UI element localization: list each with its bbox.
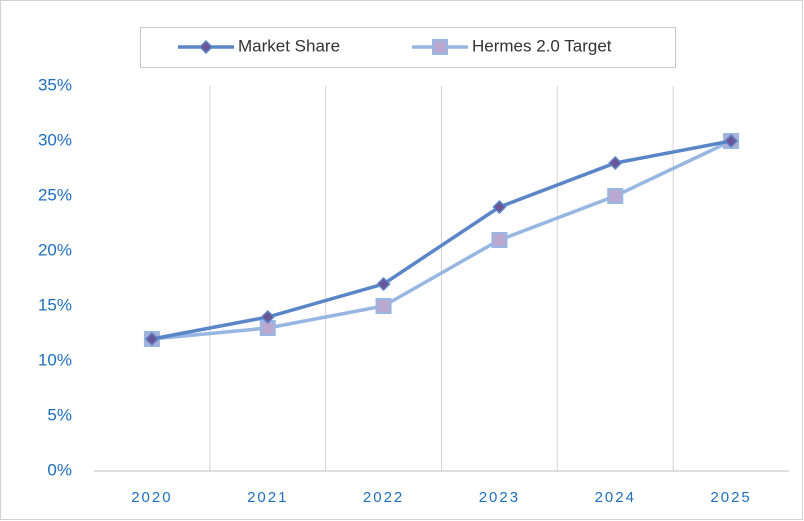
marker (375, 298, 392, 314)
marker (260, 309, 275, 325)
x-tick-label: 2023 (479, 489, 520, 506)
marker (376, 276, 391, 292)
y-tick-label: 15% (38, 295, 72, 314)
marker (491, 232, 508, 248)
marker (607, 188, 624, 204)
y-tick-label: 5% (47, 405, 72, 424)
marker (144, 331, 159, 347)
x-tick-label: 2020 (131, 489, 172, 506)
marker (608, 155, 623, 171)
series-line (151, 139, 732, 341)
x-tick-label: 2022 (363, 489, 404, 506)
legend-label: Hermes 2.0 Target (472, 36, 612, 55)
y-tick-label: 20% (38, 240, 72, 259)
marker (724, 133, 739, 149)
y-tick-label: 30% (38, 130, 72, 149)
marker (198, 39, 214, 55)
legend-label: Market Share (238, 36, 340, 55)
x-tick-label: 2025 (710, 489, 751, 506)
y-tick-label: 25% (38, 185, 72, 204)
marker (432, 39, 448, 55)
x-tick-label: 2021 (247, 489, 288, 506)
series-line (151, 139, 732, 341)
y-tick-label: 35% (38, 75, 72, 94)
x-tick-label: 2024 (595, 489, 636, 506)
y-tick-label: 10% (38, 350, 72, 369)
y-tick-label: 0% (47, 460, 72, 479)
marker (492, 199, 507, 215)
